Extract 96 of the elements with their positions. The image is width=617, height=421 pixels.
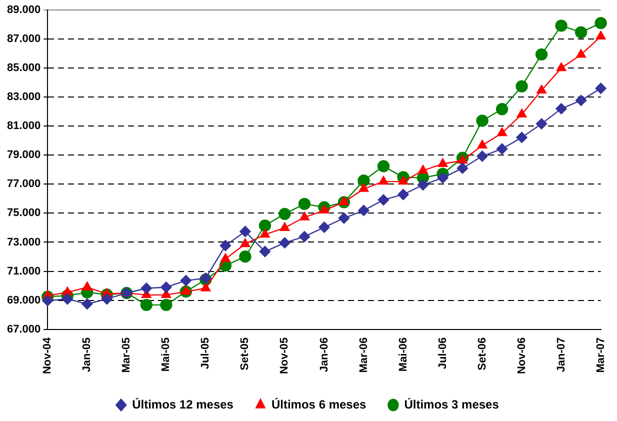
x-tick-label: Set-05 bbox=[239, 337, 252, 370]
x-tick-label: Set-06 bbox=[476, 337, 488, 370]
point bbox=[496, 143, 508, 155]
y-tick-label: 87.000 bbox=[6, 33, 41, 46]
point bbox=[576, 49, 586, 58]
x-tick-label: Jan-05 bbox=[81, 337, 94, 372]
point bbox=[556, 62, 566, 72]
point bbox=[476, 150, 488, 162]
point bbox=[378, 194, 390, 206]
point bbox=[279, 237, 290, 248]
legend-label: Últimos 3 meses bbox=[404, 397, 500, 412]
y-tick-label: 83.000 bbox=[6, 91, 41, 104]
point bbox=[377, 160, 390, 172]
x-tick-label: Mar-05 bbox=[120, 337, 133, 373]
point bbox=[536, 118, 548, 130]
point bbox=[180, 274, 192, 286]
point bbox=[62, 286, 72, 296]
point bbox=[477, 140, 488, 149]
point bbox=[555, 20, 568, 32]
point bbox=[358, 204, 370, 216]
legend-label: Últimos 12 meses bbox=[132, 397, 234, 412]
point bbox=[280, 222, 290, 231]
y-tick-label: 75.000 bbox=[6, 207, 41, 220]
x-tick-label: Mar-06 bbox=[358, 337, 370, 373]
point bbox=[259, 246, 271, 258]
y-tick-label: 69.000 bbox=[6, 294, 41, 306]
point bbox=[574, 26, 588, 38]
point bbox=[595, 82, 606, 94]
point bbox=[398, 188, 409, 200]
point bbox=[497, 127, 507, 136]
point bbox=[418, 164, 428, 174]
y-tick-label: 79.000 bbox=[6, 149, 41, 162]
point bbox=[258, 219, 272, 232]
point bbox=[596, 30, 606, 40]
point bbox=[220, 253, 230, 262]
point bbox=[42, 294, 54, 306]
point bbox=[140, 298, 153, 312]
point bbox=[62, 293, 73, 305]
point bbox=[516, 108, 527, 118]
x-tick-label: Mai-05 bbox=[160, 337, 172, 372]
y-tick-label: 85.000 bbox=[6, 62, 41, 74]
point bbox=[417, 179, 429, 190]
point bbox=[535, 48, 548, 61]
point bbox=[300, 212, 310, 220]
point bbox=[458, 154, 468, 164]
y-tick-label: 89.000 bbox=[6, 4, 41, 16]
point bbox=[594, 16, 607, 30]
point bbox=[260, 228, 270, 238]
y-tick-label: 73.000 bbox=[6, 236, 41, 248]
y-tick-label: 77.000 bbox=[6, 178, 41, 190]
point bbox=[456, 162, 468, 174]
x-tick-label: Mai-06 bbox=[397, 337, 410, 372]
point bbox=[536, 84, 546, 94]
y-tick-label: 71.000 bbox=[6, 265, 41, 278]
x-tick-label: Jan-06 bbox=[318, 337, 330, 372]
point bbox=[82, 282, 92, 290]
point bbox=[516, 80, 528, 92]
x-tick-label: Jul-06 bbox=[436, 337, 449, 370]
point bbox=[140, 282, 152, 294]
point bbox=[181, 286, 191, 295]
x-tick-label: Jul-05 bbox=[200, 337, 212, 370]
x-tick-label: Jan-07 bbox=[555, 337, 568, 372]
point bbox=[358, 183, 369, 192]
point bbox=[358, 174, 370, 187]
point bbox=[516, 132, 528, 144]
point bbox=[476, 114, 488, 127]
point bbox=[101, 293, 113, 305]
point bbox=[200, 282, 211, 292]
point bbox=[496, 103, 508, 116]
point bbox=[160, 298, 172, 312]
y-tick-label: 67.000 bbox=[6, 323, 41, 336]
point bbox=[319, 204, 330, 214]
point bbox=[240, 238, 250, 248]
x-tick-label: Nov-05 bbox=[278, 337, 291, 374]
point bbox=[160, 282, 172, 293]
point bbox=[240, 226, 251, 238]
y-tick-label: 81.000 bbox=[6, 120, 41, 132]
point bbox=[298, 230, 310, 242]
point bbox=[339, 196, 349, 206]
x-tick-label: Nov-06 bbox=[516, 337, 528, 374]
point bbox=[378, 176, 388, 185]
point bbox=[239, 250, 252, 263]
point bbox=[575, 94, 587, 106]
point bbox=[338, 212, 350, 224]
point bbox=[220, 240, 232, 252]
x-tick-label: Mar-07 bbox=[594, 337, 607, 373]
point bbox=[556, 103, 567, 114]
point bbox=[318, 222, 330, 233]
legend-label: Últimos 6 meses bbox=[271, 397, 367, 412]
point bbox=[437, 172, 448, 184]
point bbox=[398, 176, 408, 185]
x-tick-label: Nov-04 bbox=[42, 336, 54, 374]
point bbox=[82, 298, 93, 310]
point bbox=[298, 198, 311, 210]
point bbox=[438, 158, 448, 167]
point bbox=[278, 208, 291, 220]
